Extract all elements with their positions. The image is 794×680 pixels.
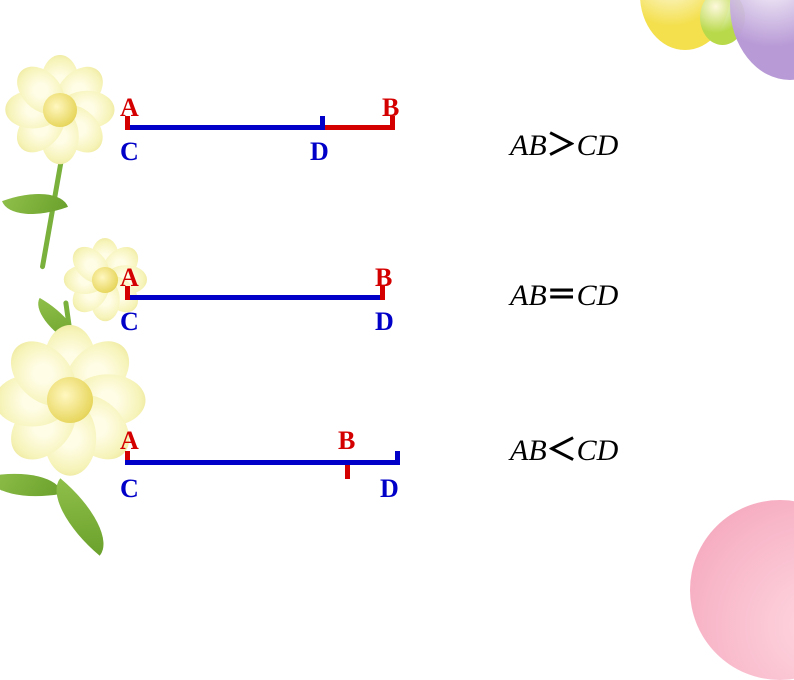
flower-center-icon — [92, 267, 118, 293]
expr1-rhs: CD — [577, 129, 619, 162]
expr3-op: ＜ — [547, 434, 577, 467]
label-A: A — [120, 93, 139, 123]
expr3-lhs: AB — [510, 434, 547, 467]
segment — [325, 125, 395, 130]
expression-1: AB＞CD — [510, 120, 618, 164]
diagram-row-1: ABCD — [120, 85, 770, 165]
tick — [320, 116, 325, 130]
diagram-row-2: ABCD — [120, 255, 770, 335]
expr2-rhs: CD — [577, 279, 619, 312]
segment — [125, 125, 325, 130]
label-A: A — [120, 263, 139, 293]
label-D: D — [375, 307, 394, 337]
leaf-icon — [0, 464, 62, 506]
expression-2: AB＝CD — [510, 270, 618, 314]
balloon-icon — [730, 0, 794, 80]
flower-center-icon — [47, 377, 93, 423]
label-C: C — [120, 137, 139, 167]
tick — [345, 465, 350, 479]
expr1-lhs: AB — [510, 129, 547, 162]
segment-diagram-3: ABCD — [120, 420, 410, 500]
pink-corner-icon — [690, 500, 794, 680]
label-D: D — [380, 474, 399, 504]
label-B: B — [338, 426, 355, 456]
segment — [125, 295, 385, 300]
label-D: D — [310, 137, 329, 167]
label-C: C — [120, 307, 139, 337]
expression-3: AB＜CD — [510, 425, 618, 469]
flower-center-icon — [43, 93, 77, 127]
label-C: C — [120, 474, 139, 504]
segment-diagram-1: A B C D — [120, 85, 410, 165]
expr1-op: ＞ — [547, 129, 577, 162]
diagram-row-3: ABCD — [120, 420, 770, 500]
label-B: B — [382, 93, 399, 123]
expr2-op: ＝ — [547, 279, 577, 312]
segment-diagram-2: A B C D — [120, 255, 410, 335]
label-B: B — [375, 263, 392, 293]
segment — [125, 460, 400, 465]
expr2-lhs: AB — [510, 279, 547, 312]
expr3-rhs: CD — [577, 434, 619, 467]
label-A: A — [120, 426, 139, 456]
